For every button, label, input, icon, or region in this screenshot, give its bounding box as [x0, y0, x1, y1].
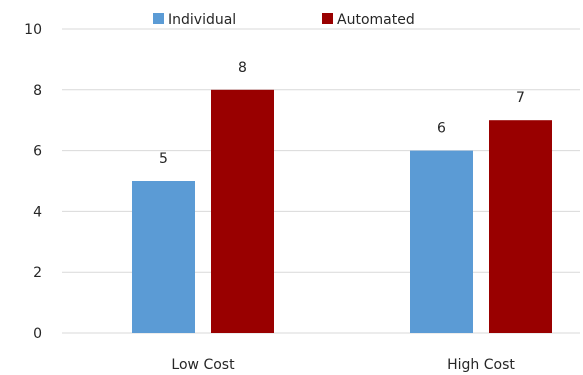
legend-label-automated: Automated [337, 12, 415, 28]
y-axis-ticks: 0 2 4 6 8 10 [24, 22, 42, 342]
y-tick-label-5: 10 [24, 22, 42, 38]
bar-automated-1 [489, 120, 552, 333]
bar-automated-0 [211, 89, 274, 333]
y-tick-label-3: 6 [33, 144, 42, 160]
bar-individual-0 [132, 181, 195, 333]
legend-swatch-automated [322, 13, 333, 24]
legend-label-individual: Individual [168, 12, 236, 28]
y-tick-label-4: 8 [33, 83, 42, 99]
category-label-1: High Cost [447, 357, 515, 373]
bar-individual-1 [410, 150, 473, 333]
data-label-individual-1: 6 [437, 121, 446, 137]
category-label-0: Low Cost [171, 357, 235, 373]
y-tick-label-2: 4 [33, 204, 42, 220]
data-label-automated-1: 7 [516, 90, 525, 106]
y-tick-label-1: 2 [33, 265, 42, 281]
data-label-individual-0: 5 [159, 151, 168, 167]
y-tick-label-0: 0 [33, 326, 42, 342]
x-axis-categories: Low Cost High Cost [171, 357, 515, 373]
bars [132, 89, 552, 333]
data-label-automated-0: 8 [238, 60, 247, 76]
legend-swatch-individual [153, 13, 164, 24]
legend: Individual Automated [153, 12, 415, 28]
data-labels: 5 8 6 7 [159, 60, 525, 167]
